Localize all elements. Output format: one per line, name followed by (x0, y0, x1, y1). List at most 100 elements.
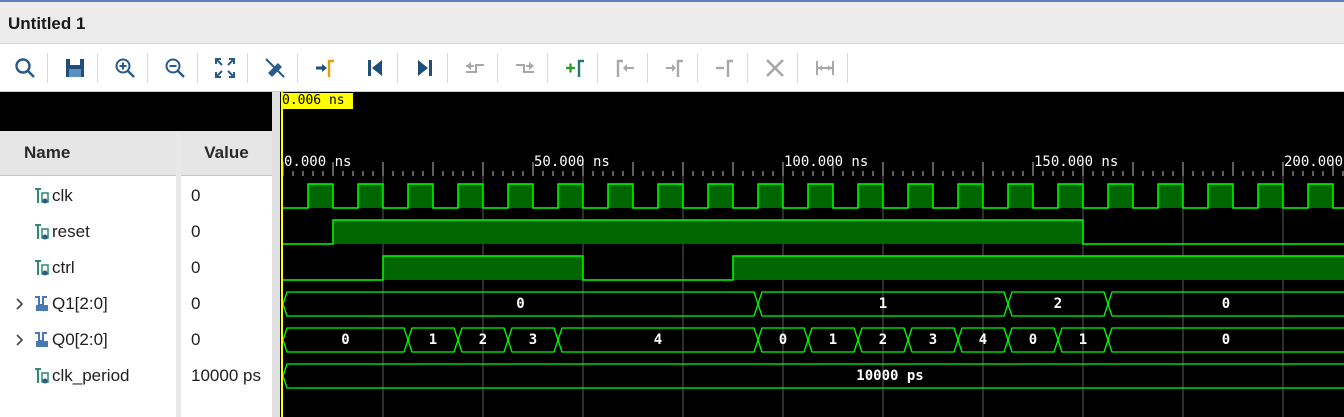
zoom-fit-icon (215, 58, 235, 78)
zoom-fit-button[interactable] (209, 52, 241, 84)
bus-signal-icon (35, 332, 48, 347)
waveform-canvas[interactable]: 0.006 ns 0.000 ns 50.000 ns 100.000 ns 150.… (280, 92, 1344, 417)
floating-ruler-button[interactable] (809, 52, 841, 84)
signal-row-ctrl[interactable]: ctrl 0 (0, 250, 272, 286)
pane-splitter[interactable] (272, 92, 280, 417)
chevron-right-icon[interactable] (14, 296, 26, 312)
clk-high-pulse (1058, 184, 1083, 208)
waveform-plot[interactable] (280, 92, 1344, 417)
clk-high-pulse (658, 184, 683, 208)
ruler-tick-label: 100.000 ns (784, 154, 869, 170)
zoom-in-icon (115, 58, 135, 78)
ruler-tick-label: 200.000 ns (1284, 154, 1344, 170)
signal-value: 0 (191, 222, 201, 241)
signal-name: reset (52, 222, 90, 241)
signal-row-reset[interactable]: reset 0 (0, 214, 272, 250)
signal-row-q0[interactable]: Q0[2:0] 0 (0, 322, 272, 358)
next-marker-icon (666, 59, 683, 77)
delete-marker-button[interactable] (759, 52, 791, 84)
signal-row-clk-period[interactable]: clk_period 10000 ps (0, 358, 272, 394)
signal-value: 10000 ps (191, 366, 261, 385)
q0-bus-value-label: 1 (1078, 332, 1088, 348)
chevron-right-icon[interactable] (14, 332, 26, 348)
floating-ruler-icon (816, 61, 834, 75)
swap-cursors-icon (716, 59, 733, 77)
signal-value: 0 (191, 294, 201, 313)
q1-bus-value-label: 2 (1053, 296, 1063, 312)
ruler-tick-label: 150.000 ns (1034, 154, 1119, 170)
go-to-time-zero-button[interactable] (359, 52, 391, 84)
clk-high-pulse (1208, 184, 1233, 208)
clk-high-pulse (358, 184, 383, 208)
clk-high-pulse (1158, 184, 1183, 208)
zoom-out-icon (165, 58, 185, 78)
clk-high-pulse (858, 184, 883, 208)
signal-name: clk_period (52, 366, 130, 385)
ruler-tick-label: 0.000 ns (284, 154, 352, 170)
clk-high-pulse (908, 184, 933, 208)
clk-high-pulse (708, 184, 733, 208)
value-column-header[interactable]: Value (181, 131, 272, 176)
save-button[interactable] (59, 52, 91, 84)
signal-name: clk (52, 186, 73, 205)
ruler-tick-label: 50.000 ns (534, 154, 610, 170)
search-button[interactable] (9, 52, 41, 84)
previous-transition-button[interactable] (459, 52, 491, 84)
q0-bus-value-label: 2 (478, 332, 488, 348)
clk-high-pulse (308, 184, 333, 208)
next-marker-button[interactable] (659, 52, 691, 84)
clk-high-pulse (958, 184, 983, 208)
bit-signal-icon (35, 188, 49, 204)
signal-value: 0 (191, 186, 201, 205)
q0-bus-value-label: 0 (778, 332, 788, 348)
clk-high-pulse (1258, 184, 1283, 208)
q0-bus-segment (1107, 327, 1344, 353)
save-icon (66, 59, 84, 77)
clk-high-pulse (558, 184, 583, 208)
go-to-last-time-button[interactable] (409, 52, 441, 84)
next-transition-icon (516, 62, 534, 73)
snap-to-transition-button[interactable] (259, 52, 291, 84)
reset-high-pulse (333, 220, 1083, 244)
clk-high-pulse (508, 184, 533, 208)
q1-bus-value-label: 0 (516, 296, 525, 312)
signal-name: ctrl (52, 258, 75, 277)
delete-marker-icon (766, 59, 784, 77)
signal-row-clk[interactable]: clk 0 (0, 178, 272, 214)
ctrl-high-pulse (733, 256, 1344, 280)
q0-bus-value-label: 2 (878, 332, 888, 348)
q0-bus-value-label: 4 (653, 332, 663, 348)
signal-row-q1[interactable]: Q1[2:0] 0 (0, 286, 272, 322)
q1-bus-value-label: 1 (878, 296, 888, 312)
clk-high-pulse (1008, 184, 1033, 208)
name-column-header[interactable]: Name (0, 131, 176, 176)
clk-high-pulse (808, 184, 833, 208)
previous-marker-button[interactable] (609, 52, 641, 84)
window-title: Untitled 1 (8, 14, 86, 33)
waveform-toolbar (0, 44, 1344, 92)
next-transition-button[interactable] (509, 52, 541, 84)
q0-bus-value-label: 3 (528, 332, 538, 348)
q0-bus-value-label: 0 (341, 332, 350, 348)
zoom-in-button[interactable] (109, 52, 141, 84)
ctrl-waveform (283, 255, 1344, 281)
q0-bus-value-label: 0 (1028, 332, 1038, 348)
clk-high-pulse (458, 184, 483, 208)
clk-period-bus-value-label: 10000 ps (856, 368, 924, 384)
go-to-cursor-button[interactable] (309, 52, 341, 84)
bit-signal-icon (35, 368, 49, 384)
bit-signal-icon (35, 260, 49, 276)
clk-high-pulse (1308, 184, 1333, 208)
clk-high-pulse (408, 184, 433, 208)
clk-high-pulse (1108, 184, 1133, 208)
clk-waveform (283, 183, 1344, 209)
snap-to-transition-icon (265, 58, 285, 78)
go-to-last-time-icon (418, 60, 432, 76)
swap-cursors-button[interactable] (709, 52, 741, 84)
column-splitter[interactable] (176, 131, 181, 417)
name-pane-top-spacer (0, 92, 272, 131)
signal-name: Q0[2:0] (52, 330, 108, 349)
q1-bus-segment (1107, 291, 1344, 317)
add-marker-button[interactable] (559, 52, 591, 84)
zoom-out-button[interactable] (159, 52, 191, 84)
